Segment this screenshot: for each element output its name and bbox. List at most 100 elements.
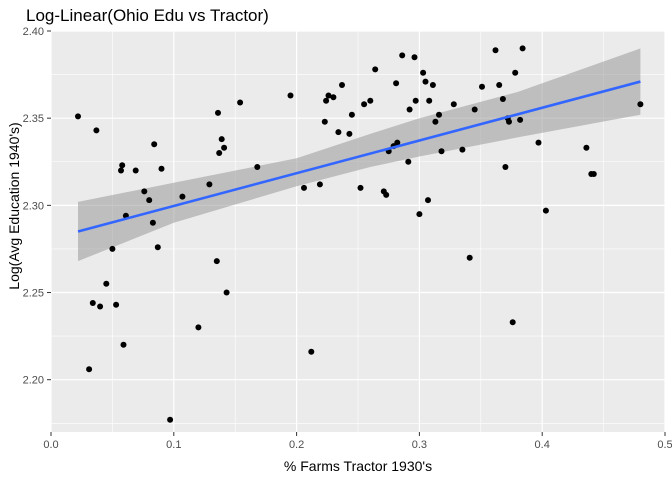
data-point bbox=[89, 300, 96, 306]
x-axis-title: % Farms Tractor 1930's bbox=[284, 458, 432, 474]
data-point bbox=[287, 92, 294, 99]
regression-line bbox=[77, 80, 641, 233]
data-point bbox=[393, 80, 400, 87]
y-tick-label: 2.25 bbox=[23, 288, 44, 300]
data-point bbox=[151, 141, 158, 148]
y-axis-title: Log(Avg Education 1940's) bbox=[6, 122, 22, 289]
chart-title: Log-Linear(Ohio Edu vs Tractor) bbox=[26, 6, 269, 25]
x-tick-label: 0.5 bbox=[657, 439, 672, 451]
data-point bbox=[450, 101, 457, 108]
data-point bbox=[412, 97, 419, 104]
data-point bbox=[361, 101, 368, 108]
data-point bbox=[372, 66, 379, 73]
data-point bbox=[339, 82, 345, 88]
data-point bbox=[438, 148, 445, 155]
y-tick-label: 2.35 bbox=[23, 113, 44, 125]
data-point bbox=[357, 184, 364, 191]
data-point bbox=[316, 181, 323, 188]
data-point bbox=[637, 101, 644, 108]
data-point bbox=[141, 188, 148, 195]
data-point bbox=[466, 254, 473, 261]
data-point bbox=[215, 109, 221, 116]
y-tick-label: 2.30 bbox=[23, 200, 44, 212]
data-point bbox=[411, 54, 418, 61]
data-points bbox=[75, 45, 644, 423]
data-point bbox=[542, 207, 549, 214]
data-point bbox=[254, 164, 261, 170]
data-point bbox=[383, 191, 390, 198]
y-axis-ticks: 2.20 2.25 2.30 2.35 2.40 bbox=[23, 26, 51, 387]
x-tick-label: 0.1 bbox=[166, 439, 181, 451]
data-point bbox=[154, 244, 161, 251]
data-point bbox=[459, 146, 466, 153]
data-point bbox=[301, 184, 307, 191]
data-point bbox=[492, 47, 499, 54]
data-point bbox=[394, 139, 401, 146]
x-tick-label: 0.4 bbox=[535, 439, 550, 451]
y-tick-label: 2.20 bbox=[23, 375, 44, 387]
data-point bbox=[97, 303, 104, 310]
data-point bbox=[512, 69, 519, 76]
data-point bbox=[335, 129, 342, 136]
data-point bbox=[120, 341, 127, 348]
data-point bbox=[405, 158, 412, 165]
data-point bbox=[583, 144, 590, 151]
data-point bbox=[348, 111, 355, 118]
data-point bbox=[93, 127, 100, 134]
grid-minor bbox=[51, 31, 665, 432]
data-point bbox=[149, 219, 156, 226]
data-point bbox=[426, 97, 433, 104]
data-point bbox=[420, 69, 427, 76]
data-point bbox=[321, 118, 328, 125]
data-point bbox=[535, 139, 542, 146]
data-point bbox=[179, 193, 186, 200]
data-point bbox=[195, 324, 202, 331]
data-point bbox=[323, 97, 330, 104]
data-point bbox=[330, 94, 337, 101]
data-point bbox=[429, 82, 436, 88]
data-point bbox=[425, 197, 431, 204]
data-point bbox=[109, 245, 116, 252]
data-point bbox=[436, 111, 442, 118]
data-point bbox=[216, 150, 223, 156]
x-axis-ticks: 0.0 0.1 0.2 0.3 0.4 0.5 bbox=[43, 432, 672, 451]
data-point bbox=[132, 167, 139, 174]
data-point bbox=[325, 92, 332, 99]
data-point bbox=[103, 280, 110, 287]
data-point bbox=[479, 83, 485, 90]
data-point bbox=[509, 319, 516, 326]
data-point bbox=[406, 106, 413, 113]
y-tick-label: 2.40 bbox=[23, 26, 44, 38]
data-point bbox=[346, 130, 353, 137]
data-point bbox=[167, 416, 174, 423]
data-point bbox=[519, 45, 526, 52]
data-point bbox=[399, 52, 406, 59]
data-point bbox=[517, 116, 524, 123]
data-point bbox=[223, 289, 230, 296]
data-point bbox=[86, 366, 93, 373]
data-point bbox=[75, 113, 81, 120]
x-tick-label: 0.3 bbox=[412, 439, 427, 451]
data-point bbox=[237, 99, 244, 106]
data-point bbox=[496, 82, 503, 88]
data-point bbox=[367, 97, 374, 104]
data-point bbox=[119, 162, 126, 169]
confidence-band bbox=[78, 48, 641, 262]
data-point bbox=[471, 106, 478, 113]
data-point bbox=[506, 118, 512, 125]
data-point bbox=[422, 78, 429, 85]
data-point bbox=[499, 96, 506, 102]
data-point bbox=[118, 167, 124, 174]
data-point bbox=[146, 197, 153, 204]
data-point bbox=[502, 164, 509, 170]
x-tick-label: 0.0 bbox=[43, 439, 58, 451]
data-point bbox=[432, 118, 439, 125]
data-point bbox=[308, 348, 315, 355]
data-point bbox=[113, 301, 120, 308]
data-point bbox=[158, 165, 165, 172]
x-tick-label: 0.2 bbox=[289, 439, 304, 451]
data-point bbox=[590, 171, 597, 177]
data-point bbox=[221, 144, 228, 151]
data-point bbox=[213, 258, 220, 265]
